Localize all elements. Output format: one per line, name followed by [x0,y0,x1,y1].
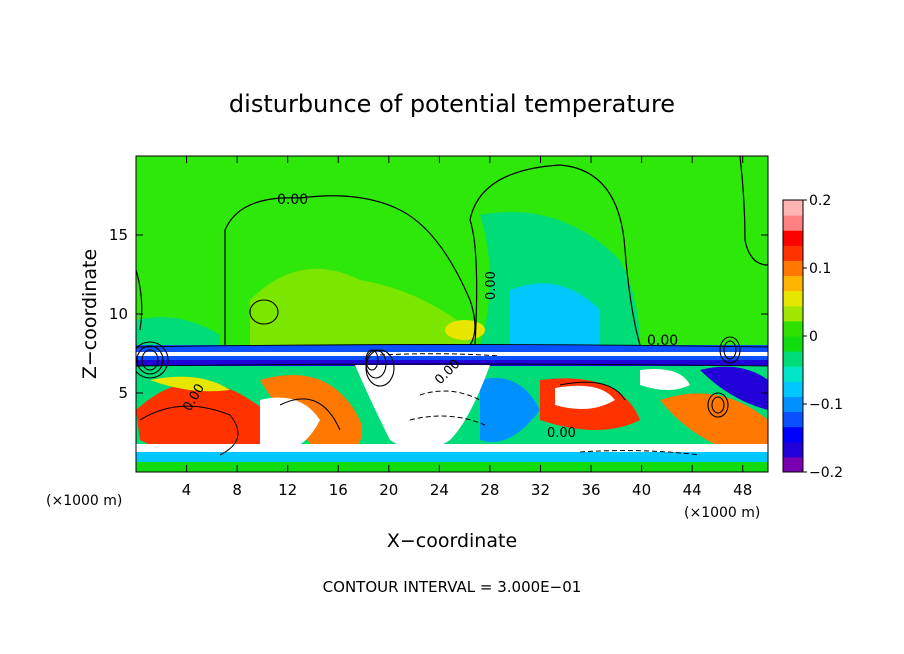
colorbar-swatch [783,381,803,397]
x-tick-label: 28 [480,481,499,499]
inversion-band-purple [136,360,768,366]
zero-contour-upper [224,195,476,346]
colorbar-swatch [783,245,803,261]
contour-label: 0.00 [484,271,499,300]
contour-lower-right [559,381,626,401]
contour-loop-small [249,299,279,325]
colorbar-ticks: 0.2 0.1 0 −0.1 −0.2 [803,193,843,481]
contour-band-bottom [136,363,768,367]
white-region-center [355,365,490,450]
white-region-2 [555,385,615,409]
red-tongue-4 [660,393,768,460]
x-tick-label: 24 [430,481,449,499]
contour-label: 0.00 [547,426,576,441]
zero-contour-plume [469,164,641,346]
colorbar-swatch [783,275,803,292]
colorbar-swatch [783,411,803,428]
white-region-1 [260,397,320,452]
colorbar-swatches [783,200,803,473]
colorbar-swatch [783,215,803,231]
colorbar-tick-label: 0.1 [809,261,831,277]
colorbar-swatch [783,426,803,443]
contour-interval-note: CONTOUR INTERVAL = 3.000E−01 [323,578,582,596]
contour-dashed-2 [419,390,481,401]
left-cyan-patch [136,317,220,350]
colorbar-tick-label: 0 [809,329,818,345]
y-tick-label: 10 [109,305,128,323]
x-tick-label: 48 [733,481,752,499]
colorbar-swatch [783,336,803,352]
colorbar-tick-label: 0.2 [809,193,831,209]
y-axis-ticks: 5 10 15 [109,226,768,402]
x-tick-label: 4 [182,481,192,499]
vortex-right [707,336,741,418]
red-tongue-1 [136,382,275,460]
contour-lower-mid [279,398,341,431]
vortex-center [365,349,395,387]
y-tick-label: 5 [118,384,128,402]
contour-dashed-4 [579,450,701,456]
yellow-streak [150,376,230,392]
x-tick-label: 40 [632,481,651,499]
warm-spot [445,320,485,340]
bottom-band-green [136,462,768,472]
x-unit-right: (×1000 m) [684,505,760,521]
colorbar-tick-label: −0.2 [809,465,843,481]
upper-plume-lime [250,268,470,345]
x-axis-ticks: 4 8 12 16 20 24 28 32 36 40 44 48 [182,156,752,499]
chart-title: disturbunce of potential temperature [229,90,675,118]
plot-area [136,156,768,472]
blue-swirl-2 [700,366,768,410]
contour-label: 0.00 [277,192,308,208]
colorbar-swatch [783,366,803,382]
zero-contour-right [739,156,768,266]
contour-band-top [136,344,768,348]
colorbar-swatch [783,200,803,216]
colorbar-swatch [783,320,803,337]
bottom-band-white [136,444,768,452]
colorbar-swatch [783,396,803,413]
vortex-left [136,341,169,379]
x-tick-label: 12 [278,481,297,499]
contour-lower-left [139,405,239,456]
contour-label: 0.00 [647,333,678,349]
colorbar-tick-label: −0.1 [809,397,843,413]
x-tick-label: 36 [581,481,600,499]
x-tick-label: 20 [379,481,398,499]
colorbar: 0.2 0.1 0 −0.1 −0.2 [782,193,843,481]
contour-dashed-1 [379,353,501,357]
x-tick-label: 32 [531,481,550,499]
colorbar-swatch [783,260,803,277]
x-unit-left: (×1000 m) [46,493,122,509]
y-tick-label: 15 [109,226,128,244]
colorbar-swatch [783,441,803,458]
upper-plume-core [510,283,600,345]
colorbar-swatch [783,230,803,246]
white-region-3 [640,369,690,390]
colorbar-swatch [783,456,803,473]
bottom-band-blue [136,452,768,462]
y-axis-label: Z−coordinate [79,249,101,379]
colorbar-swatch [783,351,803,367]
x-tick-label: 44 [683,481,702,499]
x-axis-label: X−coordinate [387,530,517,552]
colorbar-swatch [783,305,803,322]
blue-swirl-1 [480,378,540,442]
x-tick-label: 8 [232,481,242,499]
colorbar-swatch [783,290,803,307]
x-tick-label: 16 [329,481,348,499]
zero-contour-left [136,269,143,331]
